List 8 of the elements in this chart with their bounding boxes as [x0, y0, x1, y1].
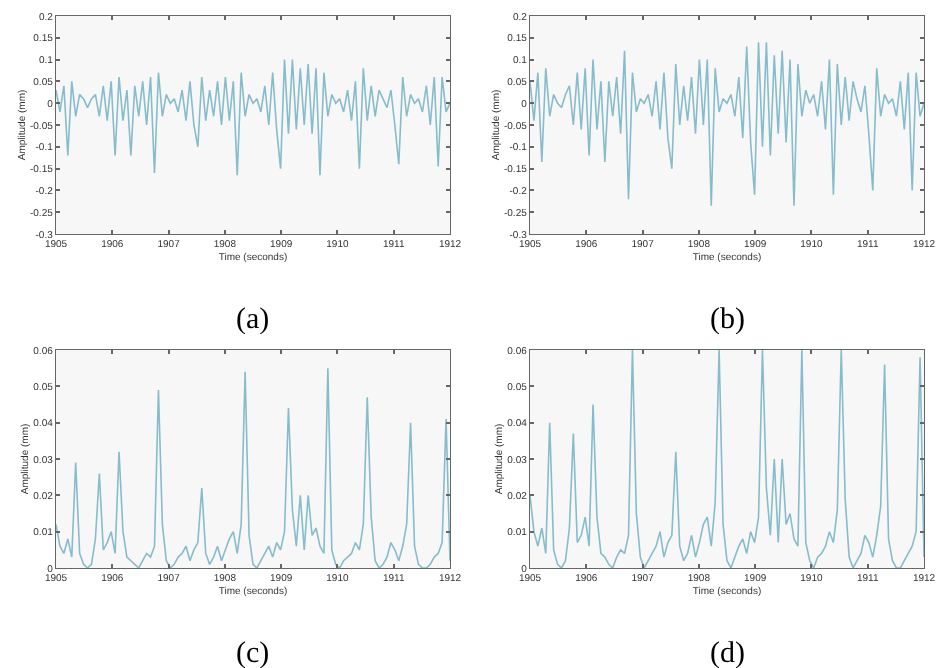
line-series: [56, 367, 450, 568]
text: (c): [236, 638, 270, 668]
text: (a): [236, 304, 270, 336]
line-series: [56, 58, 450, 176]
line-series: [530, 41, 924, 207]
text: (d): [710, 638, 745, 668]
text: (b): [710, 304, 745, 336]
line-series: [530, 350, 924, 568]
